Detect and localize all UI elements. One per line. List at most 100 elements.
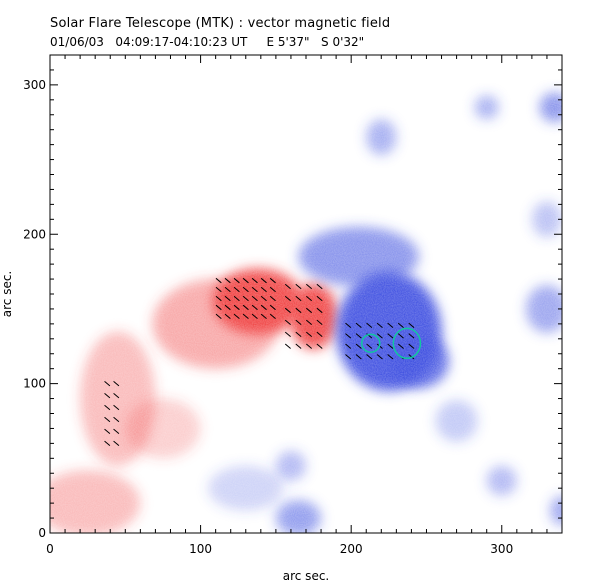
field-vector-3-9 bbox=[113, 392, 120, 399]
x-axis-label: arc sec. bbox=[283, 569, 329, 583]
field-vector-0-24 bbox=[242, 286, 249, 293]
field-vector-0-5 bbox=[260, 313, 267, 320]
field-vector-0-30 bbox=[233, 277, 240, 284]
field-vector-1-6 bbox=[306, 331, 313, 337]
field-vector-2-21 bbox=[345, 322, 352, 329]
field-vector-2-9 bbox=[366, 343, 373, 349]
field-vector-1-3 bbox=[316, 343, 323, 349]
figure-subtitle: 01/06/03 04:09:17-04:10:23 UT E 5'37" S … bbox=[50, 35, 365, 49]
field-vector-1-14 bbox=[306, 307, 313, 314]
field-vector-0-21 bbox=[215, 286, 222, 293]
field-vector-2-8 bbox=[355, 343, 362, 349]
field-vector-1-12 bbox=[284, 307, 291, 314]
field-vector-0-28 bbox=[215, 277, 222, 284]
field-vector-0-33 bbox=[260, 277, 267, 284]
y-tick-label: 0 bbox=[38, 526, 46, 540]
field-vector-0-15 bbox=[224, 295, 231, 302]
field-vector-0-20 bbox=[269, 295, 276, 302]
field-vector-2-18 bbox=[387, 333, 394, 339]
field-vector-3-3 bbox=[113, 428, 120, 435]
field-vector-2-15 bbox=[355, 333, 362, 339]
field-vector-1-16 bbox=[284, 295, 291, 302]
field-vector-0-22 bbox=[224, 286, 231, 293]
field-vector-2-4 bbox=[387, 354, 394, 360]
field-vector-1-13 bbox=[295, 307, 302, 314]
field-vector-3-0 bbox=[104, 440, 111, 447]
field-vector-0-19 bbox=[260, 295, 267, 302]
field-vector-0-29 bbox=[224, 277, 231, 284]
field-vector-2-22 bbox=[355, 322, 362, 329]
field-vector-1-17 bbox=[295, 295, 302, 302]
field-vector-1-23 bbox=[316, 283, 323, 290]
field-vector-0-2 bbox=[233, 313, 240, 320]
field-vector-2-25 bbox=[387, 322, 394, 329]
field-vector-2-0 bbox=[345, 354, 352, 360]
field-vector-0-31 bbox=[242, 277, 249, 284]
field-vector-1-15 bbox=[316, 307, 323, 314]
field-vector-0-17 bbox=[242, 295, 249, 302]
field-vector-2-20 bbox=[408, 333, 415, 339]
field-vector-0-11 bbox=[251, 304, 258, 311]
field-vector-1-2 bbox=[306, 343, 313, 349]
field-vector-0-23 bbox=[233, 286, 240, 293]
y-tick-label: 300 bbox=[23, 78, 46, 92]
y-tick-label: 100 bbox=[23, 377, 46, 391]
field-vector-0-27 bbox=[269, 286, 276, 293]
field-vector-0-32 bbox=[251, 277, 258, 284]
field-vector-3-6 bbox=[104, 404, 111, 411]
field-vector-0-34 bbox=[269, 277, 276, 284]
field-vector-0-13 bbox=[269, 304, 276, 311]
y-axis-label: arc sec. bbox=[0, 271, 14, 317]
field-vector-2-11 bbox=[387, 343, 394, 349]
field-vector-1-19 bbox=[316, 295, 323, 302]
field-vector-1-20 bbox=[284, 283, 291, 290]
field-vector-2-23 bbox=[366, 322, 373, 329]
field-vector-3-4 bbox=[104, 416, 111, 423]
field-vector-0-25 bbox=[251, 286, 258, 293]
contour-0 bbox=[360, 333, 381, 354]
x-tick-label: 300 bbox=[490, 542, 513, 556]
field-vector-1-22 bbox=[306, 283, 313, 290]
field-vector-0-1 bbox=[224, 313, 231, 320]
field-vector-3-10 bbox=[104, 380, 111, 387]
field-vector-0-26 bbox=[260, 286, 267, 293]
field-vector-1-18 bbox=[306, 295, 313, 302]
field-vector-2-27 bbox=[408, 322, 415, 329]
grain-overlay bbox=[50, 55, 562, 533]
x-tick-label: 200 bbox=[340, 542, 363, 556]
field-vector-0-14 bbox=[215, 295, 222, 302]
field-vector-1-21 bbox=[295, 283, 302, 290]
field-vector-1-5 bbox=[295, 331, 302, 337]
field-vector-3-8 bbox=[104, 392, 111, 399]
field-vector-0-6 bbox=[269, 313, 276, 320]
field-vector-1-9 bbox=[295, 319, 302, 326]
field-vector-0-9 bbox=[233, 304, 240, 311]
field-vector-0-8 bbox=[224, 304, 231, 311]
field-vector-2-7 bbox=[345, 343, 352, 349]
field-vector-0-7 bbox=[215, 304, 222, 311]
figure-title: Solar Flare Telescope (MTK) : vector mag… bbox=[50, 16, 391, 31]
field-vector-3-5 bbox=[113, 416, 120, 423]
field-vector-0-16 bbox=[233, 295, 240, 302]
y-tick-label: 200 bbox=[23, 227, 46, 241]
field-vector-0-18 bbox=[251, 295, 258, 302]
field-vector-0-10 bbox=[242, 304, 249, 311]
field-vector-1-7 bbox=[316, 331, 323, 337]
field-vector-2-14 bbox=[345, 333, 352, 339]
field-vector-1-4 bbox=[284, 331, 291, 337]
field-vector-0-4 bbox=[251, 313, 258, 320]
field-vector-2-2 bbox=[366, 354, 373, 360]
field-vector-3-1 bbox=[113, 440, 120, 447]
field-vector-2-17 bbox=[376, 333, 383, 339]
field-vector-2-3 bbox=[376, 354, 383, 360]
field-vector-2-1 bbox=[355, 354, 362, 360]
field-vector-2-24 bbox=[376, 322, 383, 329]
field-vector-2-13 bbox=[408, 343, 415, 349]
field-vector-3-11 bbox=[113, 380, 120, 387]
field-vector-2-19 bbox=[397, 333, 404, 339]
field-vector-1-11 bbox=[316, 319, 323, 326]
field-vector-2-12 bbox=[397, 343, 404, 349]
field-vector-1-8 bbox=[284, 319, 291, 326]
field-vector-3-2 bbox=[104, 428, 111, 435]
